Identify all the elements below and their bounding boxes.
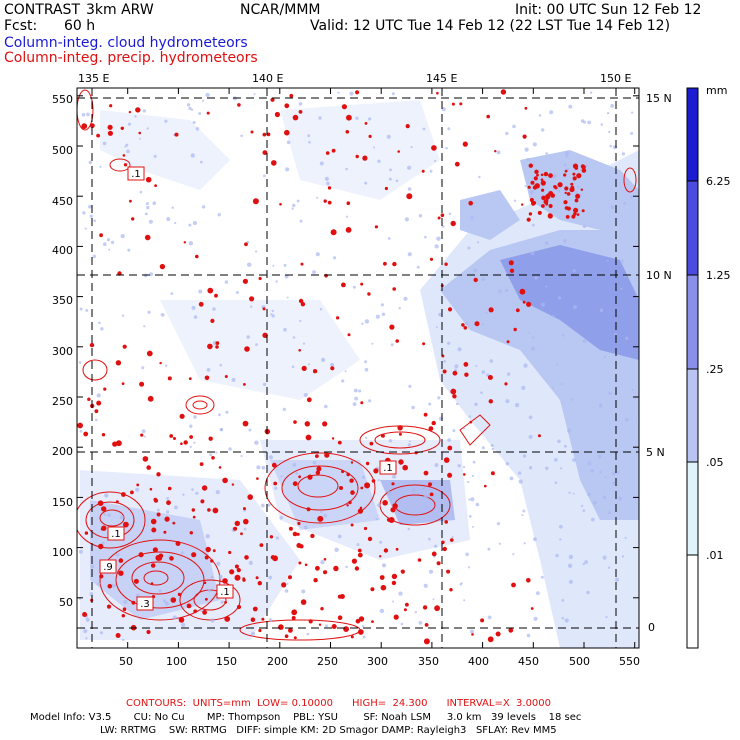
y-tick-50: 50: [59, 596, 73, 609]
x-tick-100: 100: [166, 655, 187, 668]
contour-label: .1: [131, 169, 141, 180]
y-tick-350: 350: [52, 294, 73, 307]
legend-level-625: 6.25: [706, 175, 731, 188]
contour-label: .1: [220, 587, 230, 598]
x-tick-550: 550: [619, 655, 640, 668]
contour-labels: .1 .1 .1 .9 .3 .1: [99, 166, 397, 611]
y-tick-200: 200: [52, 445, 73, 458]
y-tick-400: 400: [52, 244, 73, 257]
cloud-field-title: Column-integ. cloud hydrometeors: [4, 35, 248, 51]
forecast-hour: 60 h: [64, 18, 96, 34]
init-time: Init: 00 UTC Sun 12 Feb 12: [515, 2, 702, 18]
map-frame: [76, 87, 640, 649]
precip-contours: [77, 89, 637, 641]
model-label: 3km ARW: [86, 2, 154, 18]
x-axis-ticks: [127, 88, 636, 648]
program-label: CONTRAST: [4, 2, 80, 18]
precip-field-title: Column-integ. precip. hydrometeors: [4, 50, 258, 66]
lon-label-145e: 145 E: [426, 72, 458, 85]
contour-label-box: [99, 559, 117, 574]
y-tick-450: 450: [52, 195, 73, 208]
x-tick-450: 450: [518, 655, 539, 668]
lat-label-15n: 15 N: [646, 92, 672, 105]
legend-level-005: .05: [706, 456, 724, 469]
contour-label: .1: [383, 463, 393, 474]
y-tick-300: 300: [52, 345, 73, 358]
legend-level-125: 1.25: [706, 269, 731, 282]
x-tick-500: 500: [569, 655, 590, 668]
contour-label-box: [127, 166, 145, 181]
y-tick-550: 550: [52, 93, 73, 106]
legend-unit: mm: [706, 84, 728, 97]
x-tick-150: 150: [216, 655, 237, 668]
precip-cells: [77, 89, 634, 645]
contour-label-box: [107, 526, 125, 541]
x-tick-350: 350: [418, 655, 439, 668]
model-info-line-1: Model Info: V3.5 CU: No Cu MP: Thompson …: [30, 712, 582, 723]
center-label: NCAR/MMM: [240, 2, 321, 18]
contour-info: CONTOURS: UNITS=mm LOW= 0.10000 HIGH= 24…: [126, 698, 552, 709]
contour-label-box: [136, 596, 154, 611]
lon-label-150e: 150 E: [600, 72, 632, 85]
x-tick-400: 400: [468, 655, 489, 668]
y-axis-ticks: [77, 95, 639, 599]
contour-label: .3: [140, 599, 150, 610]
legend-level-001: .01: [706, 549, 724, 562]
y-tick-150: 150: [52, 496, 73, 509]
legend-level-025: .25: [706, 363, 724, 376]
valid-time: Valid: 12 UTC Tue 14 Feb 12 (22 LST Tue …: [310, 18, 671, 34]
lon-label-140e: 140 E: [252, 72, 284, 85]
y-tick-100: 100: [52, 546, 73, 559]
lat-label-10n: 10 N: [646, 269, 672, 282]
x-tick-300: 300: [367, 655, 388, 668]
x-tick-250: 250: [317, 655, 338, 668]
contour-label-box: [216, 584, 234, 599]
lat-label-0: 0: [648, 621, 655, 634]
y-tick-500: 500: [52, 144, 73, 157]
model-info-line-2: LW: RRTMG SW: RRTMG DIFF: simple KM: 2D …: [100, 725, 557, 736]
y-tick-250: 250: [52, 395, 73, 408]
lon-label-135e: 135 E: [78, 72, 110, 85]
contour-label: .1: [111, 529, 121, 540]
contour-label: .9: [103, 562, 113, 573]
forecast-label: Fcst:: [4, 18, 38, 34]
x-tick-50: 50: [119, 655, 133, 668]
contour-label-box: [379, 460, 397, 475]
lat-label-5n: 5 N: [646, 446, 665, 459]
x-tick-200: 200: [267, 655, 288, 668]
lat-lon-grid: [77, 88, 639, 648]
